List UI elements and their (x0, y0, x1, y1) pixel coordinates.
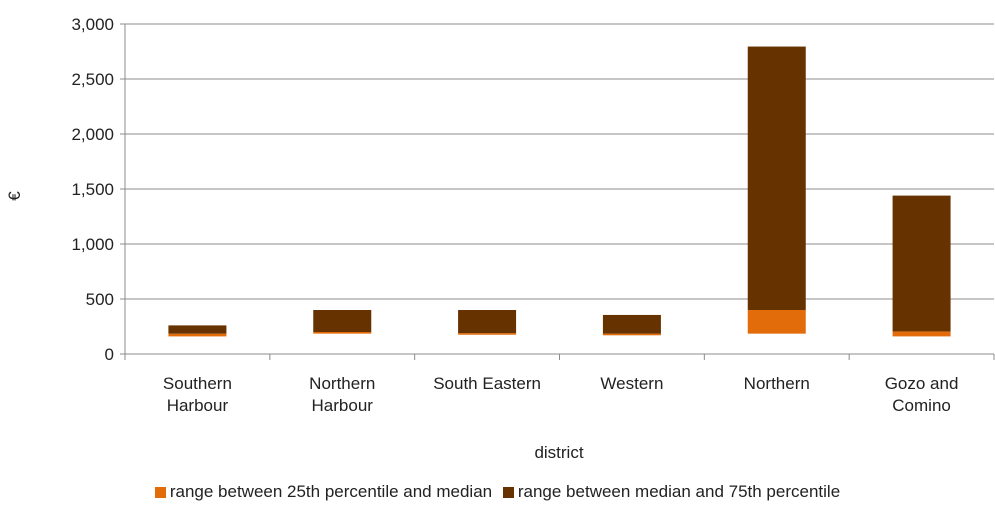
legend-item-upper: range between median and 75th percentile (502, 482, 841, 502)
bar-segment-median-to-75th (313, 310, 372, 332)
x-tick-label: Northern (744, 374, 810, 393)
x-axis: Southern Harbour Northern Harbour South East… (124, 353, 995, 415)
bar-segment-median-to-75th (458, 310, 517, 334)
bar-segment-median-to-75th (602, 314, 661, 334)
y-axis-title: € (5, 191, 24, 201)
bar-segment-25th-to-median (313, 332, 372, 334)
y-tick-label: 500 (86, 290, 114, 309)
legend-swatch-lower (154, 486, 166, 498)
x-tick-label: Northern Harbour (309, 374, 375, 415)
legend-item-lower: range between 25th percentile and median (154, 482, 493, 502)
bar-segment-25th-to-median (892, 331, 951, 337)
legend-label-upper: range between median and 75th percentile (517, 482, 841, 501)
bar-segment-median-to-75th (747, 46, 806, 311)
x-tick-label: Southern Harbour (163, 374, 232, 415)
bars (168, 46, 951, 337)
bar-segment-25th-to-median (168, 333, 227, 337)
legend: range between 25th percentile and median… (0, 482, 995, 503)
bar-segment-25th-to-median (747, 310, 806, 334)
y-tick-label: 1,000 (71, 235, 114, 254)
y-tick-label: 0 (105, 345, 114, 364)
chart: 0 500 1,000 1,500 2,000 2,500 3,000 Southern Ha… (5, 15, 995, 462)
x-tick-label: Western (600, 374, 663, 393)
y-tick-label: 1,500 (71, 180, 114, 199)
x-tick-label: South Eastern (433, 374, 541, 393)
legend-swatch-upper (502, 486, 514, 498)
x-tick-label: Gozo and Comino (885, 374, 959, 415)
bar-segment-25th-to-median (602, 333, 661, 336)
bar-segment-median-to-75th (168, 325, 227, 334)
y-tick-label: 3,000 (71, 15, 114, 34)
y-axis-ticks: 0 500 1,000 1,500 2,000 2,500 3,000 (71, 15, 126, 364)
gridlines (125, 23, 994, 300)
bar-segment-median-to-75th (892, 195, 951, 332)
bar-segment-25th-to-median (458, 333, 517, 335)
y-tick-label: 2,500 (71, 70, 114, 89)
y-tick-label: 2,000 (71, 125, 114, 144)
legend-label-lower: range between 25th percentile and median (169, 482, 493, 501)
x-axis-title: district (534, 443, 583, 462)
